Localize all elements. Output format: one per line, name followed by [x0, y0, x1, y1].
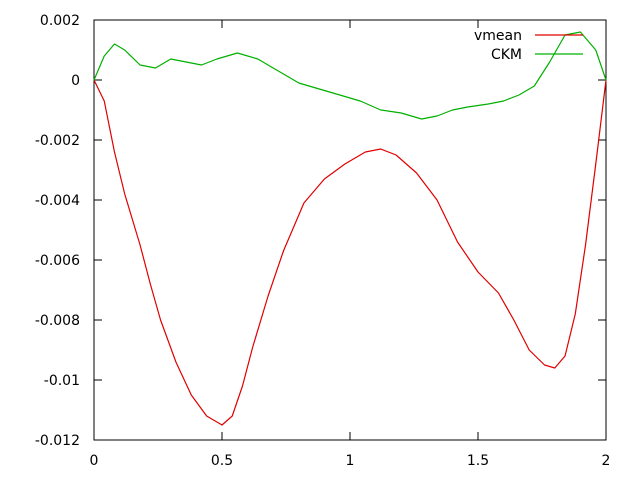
series-line-vmean [93, 79, 607, 426]
y-tick-label: -0.008 [35, 313, 80, 329]
x-tick-label: 1.5 [467, 453, 489, 469]
legend-label-ckm: CKM [491, 47, 522, 63]
y-tick-label: 0 [71, 73, 80, 89]
series-layer [93, 31, 607, 426]
y-tick-label: -0.012 [35, 433, 80, 449]
y-tick-label: -0.01 [44, 373, 80, 389]
x-tick-label: 0.5 [211, 453, 233, 469]
series-line-ckm [93, 31, 607, 120]
y-tick-label: 0.002 [40, 13, 80, 29]
tick-layer: 0.002 0 -0.002 -0.004 -0.006 -0.008 -0.01 -0.01… [35, 13, 611, 469]
x-tick-label: 1 [346, 453, 355, 469]
x-tick-label: 2 [602, 453, 611, 469]
x-tick-label: 0 [90, 453, 99, 469]
y-tick-label: -0.006 [35, 253, 80, 269]
legend-label-vmean: vmean [474, 28, 522, 44]
legend-layer: vmean CKM [474, 28, 583, 63]
y-tick-label: -0.004 [35, 193, 80, 209]
y-tick-label: -0.002 [35, 133, 80, 149]
